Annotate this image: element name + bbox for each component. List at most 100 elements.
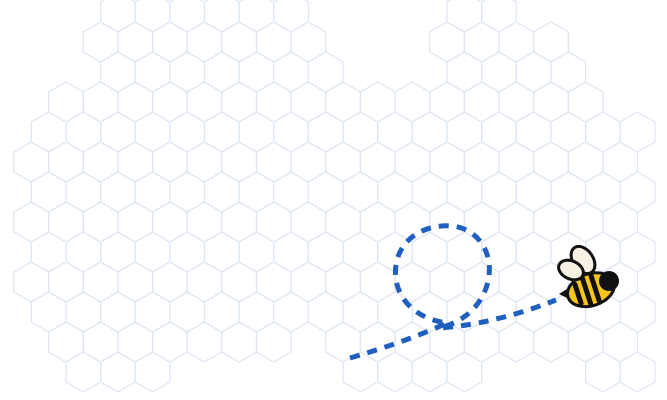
honeycomb-cell xyxy=(82,321,119,363)
honeycomb-cell xyxy=(619,291,656,333)
honeycomb-cell xyxy=(359,261,396,303)
honeycomb-cell xyxy=(255,141,292,183)
bee-flight-path xyxy=(349,223,557,361)
bee-stripe xyxy=(572,282,584,306)
honeycomb-cell xyxy=(255,261,292,303)
honeycomb-cell xyxy=(290,261,327,303)
honeycomb-cell xyxy=(273,171,309,213)
honeycomb-cell xyxy=(82,201,119,243)
honeycomb-cell xyxy=(117,21,154,63)
honeycomb-cell xyxy=(134,111,171,153)
honeycomb-cell xyxy=(13,261,50,303)
honeycomb-cell xyxy=(30,291,67,333)
honeycomb-cell xyxy=(463,261,500,303)
honeycomb-cell xyxy=(567,321,604,363)
honeycomb-cell xyxy=(82,81,119,123)
honeycomb-cell xyxy=(99,51,136,93)
honeycomb-cell xyxy=(619,351,656,393)
honeycomb-cell xyxy=(446,51,483,93)
honeycomb-cell xyxy=(359,321,396,363)
honeycomb-cell xyxy=(221,201,258,243)
honeycomb-cell xyxy=(99,171,136,213)
honeycomb-cell xyxy=(429,81,465,123)
honeycomb-cell xyxy=(221,141,258,183)
honeycomb-cell xyxy=(342,351,379,393)
honeycomb-cell xyxy=(273,51,309,93)
honeycomb-cell xyxy=(169,111,206,153)
honeycomb-cell xyxy=(325,141,361,183)
honeycomb-cell xyxy=(481,291,517,333)
honeycomb-cell xyxy=(203,51,240,93)
honeycomb-cell xyxy=(152,261,188,303)
honeycomb-cell xyxy=(411,111,448,153)
honeycomb-cell xyxy=(169,171,206,213)
honeycomb-cell xyxy=(359,201,396,243)
honeycomb-cell xyxy=(532,21,569,63)
honeycomb-cell xyxy=(498,21,535,63)
honeycomb-cell xyxy=(307,51,344,93)
honeycomb-cell xyxy=(342,231,379,273)
honeycomb-cell xyxy=(394,81,431,123)
honeycomb-cell xyxy=(117,321,154,363)
honeycomb-cell xyxy=(481,171,517,213)
honeycomb-cell xyxy=(186,261,223,303)
honeycomb-cell xyxy=(567,81,604,123)
honeycomb-cell xyxy=(602,321,639,363)
honeycomb-cell xyxy=(463,81,500,123)
honeycomb-cell xyxy=(169,231,206,273)
bee-wing-front xyxy=(557,258,585,282)
honeycomb-cell xyxy=(411,231,448,273)
honeycomb-cell xyxy=(411,171,448,213)
honeycomb-cell xyxy=(325,81,361,123)
honeycomb-cell xyxy=(463,21,500,63)
honeycomb-cell xyxy=(290,201,327,243)
honeycomb-cell xyxy=(429,21,465,63)
honeycomb-cell xyxy=(446,351,483,393)
honeycomb-cell xyxy=(47,321,84,363)
honeycomb-cell xyxy=(463,201,500,243)
honeycomb-cell xyxy=(169,291,206,333)
honeycomb-cell xyxy=(532,81,569,123)
honeycomb-cell xyxy=(359,81,396,123)
honeycomb-cell xyxy=(325,261,361,303)
honeycomb-cell xyxy=(515,51,552,93)
honeycomb-cell xyxy=(411,351,448,393)
bee-stripe xyxy=(588,273,602,303)
honeycomb-cell xyxy=(515,171,552,213)
honeycomb-cell xyxy=(117,141,154,183)
honeycomb-cell xyxy=(47,261,84,303)
honeycomb-cell xyxy=(152,321,188,363)
honeycomb-cell xyxy=(13,141,50,183)
honeycomb-cell xyxy=(186,81,223,123)
honeycomb-cell xyxy=(307,171,344,213)
honeycomb-cell xyxy=(359,141,396,183)
honeycomb-cell xyxy=(532,321,569,363)
honeycomb-cell xyxy=(203,111,240,153)
honeycomb-cell xyxy=(82,141,119,183)
honeycomb-cell xyxy=(99,111,136,153)
honeycomb-cell xyxy=(429,261,465,303)
honeycomb-cell xyxy=(377,351,413,393)
honeycomb-cell xyxy=(446,171,483,213)
honeycomb-cell xyxy=(567,141,604,183)
honeycomb-cell xyxy=(532,141,569,183)
honeycomb-cell xyxy=(65,171,102,213)
honeycomb-cell xyxy=(550,111,587,153)
honeycomb-cell xyxy=(307,291,344,333)
honeycomb-cell xyxy=(273,291,309,333)
honeycomb-cell xyxy=(134,231,171,273)
bee-stripe xyxy=(580,276,594,306)
honeycomb-cell xyxy=(134,0,171,33)
honeycomb-cell xyxy=(65,291,102,333)
honeycomb-cell xyxy=(99,231,136,273)
honeycomb-cell xyxy=(307,111,344,153)
honeycomb-cell xyxy=(186,321,223,363)
honeycomb-cell xyxy=(47,201,84,243)
honeycomb-cell xyxy=(584,111,621,153)
honeycomb-cell xyxy=(152,81,188,123)
honeycomb-cell xyxy=(221,321,258,363)
honeycomb-cell xyxy=(221,21,258,63)
honeycomb-cell xyxy=(273,231,309,273)
honeycomb-cell xyxy=(152,201,188,243)
bee-head xyxy=(599,271,619,291)
